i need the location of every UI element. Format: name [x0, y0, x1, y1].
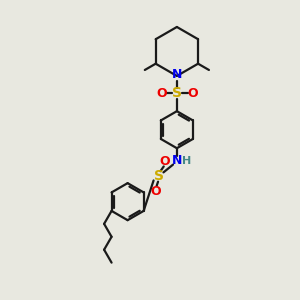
Text: O: O [187, 87, 198, 100]
Text: S: S [172, 86, 182, 100]
Text: O: O [151, 185, 161, 198]
Text: O: O [159, 155, 169, 168]
Text: H: H [182, 156, 191, 166]
Text: O: O [156, 87, 167, 100]
Text: N: N [172, 68, 182, 81]
Text: N: N [172, 154, 182, 167]
Text: S: S [154, 169, 164, 183]
